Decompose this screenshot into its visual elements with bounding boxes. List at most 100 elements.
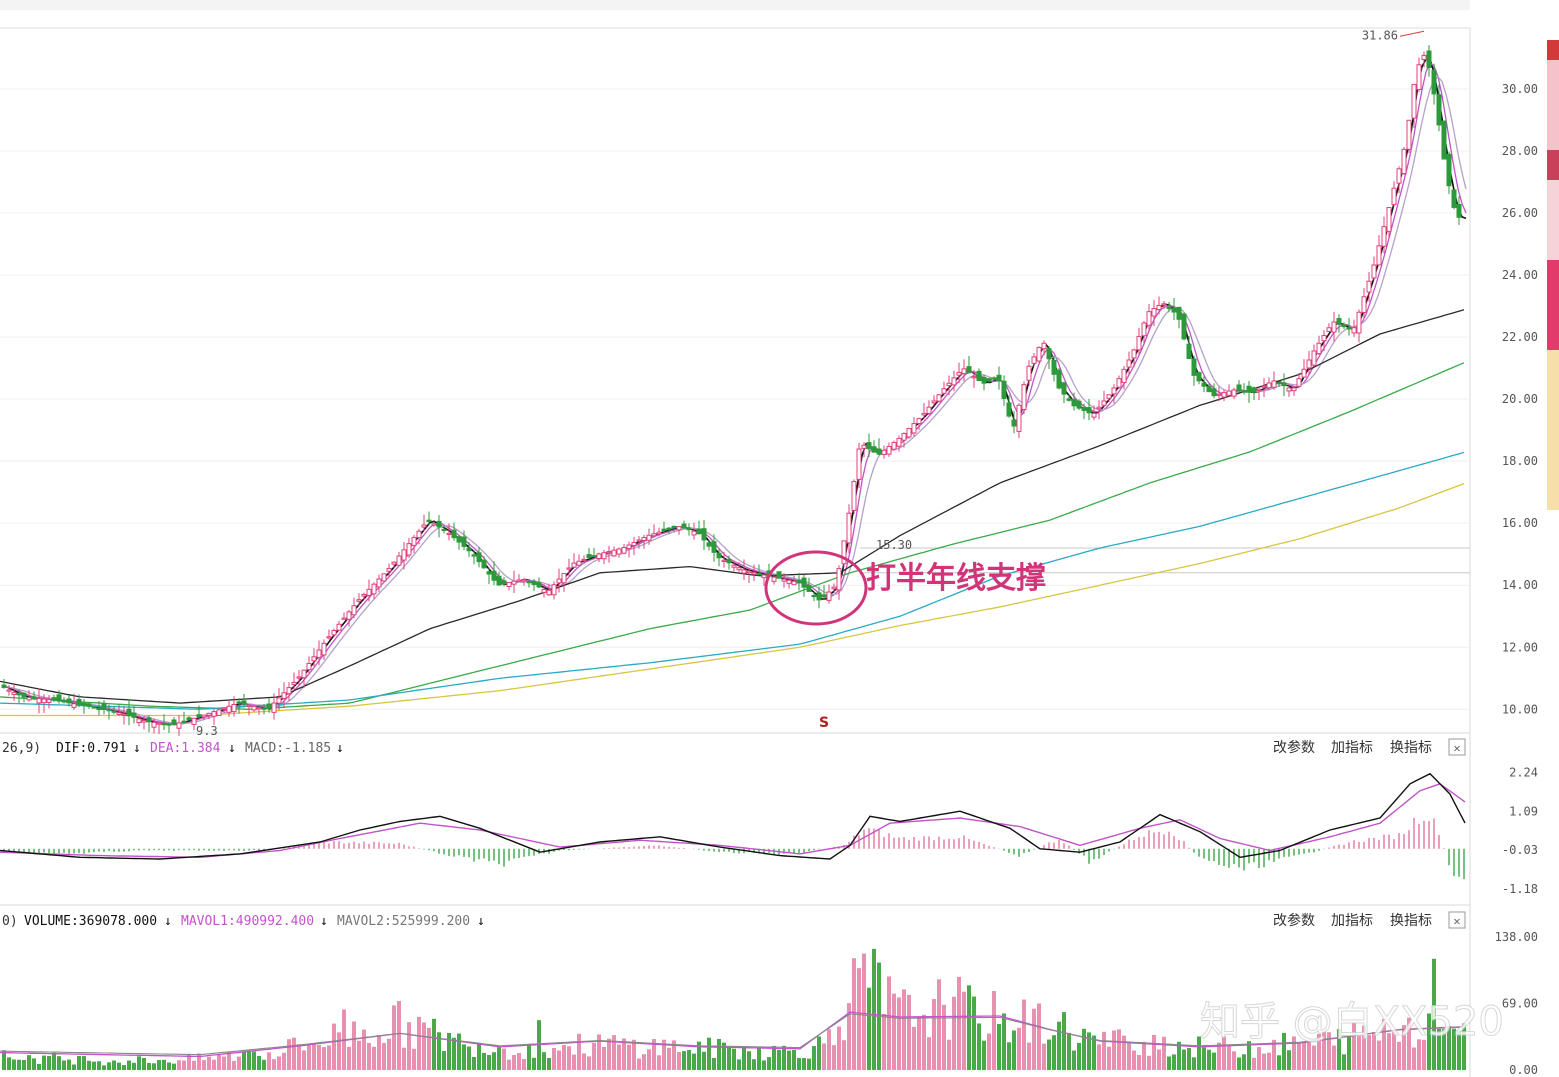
volume-bar bbox=[1052, 1035, 1056, 1070]
volume-bar bbox=[117, 1062, 121, 1070]
volume-bar bbox=[1057, 1021, 1061, 1070]
volume-bar bbox=[1037, 1003, 1041, 1070]
candle-down bbox=[526, 581, 532, 584]
volume-bar bbox=[1432, 958, 1436, 1070]
volume-bar bbox=[217, 1054, 221, 1070]
candle-down bbox=[1436, 94, 1442, 126]
candle-up bbox=[836, 568, 842, 591]
volume-bar bbox=[612, 1035, 616, 1070]
volume-bar bbox=[182, 1060, 186, 1070]
volume-bar bbox=[227, 1051, 231, 1070]
candle-down bbox=[56, 694, 62, 702]
volume-bar bbox=[172, 1063, 176, 1070]
candle-up bbox=[881, 449, 887, 456]
volume-bar bbox=[512, 1054, 516, 1070]
candle-up bbox=[506, 581, 512, 588]
volume-bar bbox=[932, 999, 936, 1070]
volume-bar bbox=[1162, 1036, 1166, 1070]
volume-bar bbox=[362, 1029, 366, 1070]
candle-down bbox=[456, 536, 462, 543]
volume-bar bbox=[752, 1059, 756, 1070]
volume-bar bbox=[12, 1059, 16, 1070]
candle-down bbox=[1, 684, 7, 688]
volume-bar bbox=[1142, 1041, 1146, 1070]
volume-add-indicator-button[interactable]: 加指标 bbox=[1331, 913, 1373, 929]
candle-down bbox=[111, 710, 117, 713]
volume-close-button[interactable] bbox=[1448, 911, 1466, 929]
annotation-text: 打半年线支撑 bbox=[866, 561, 1046, 596]
volume-bar bbox=[207, 1056, 211, 1070]
candle-down bbox=[1061, 382, 1067, 395]
macd-plot bbox=[0, 772, 1466, 880]
candle-up bbox=[256, 706, 262, 710]
candle-up bbox=[356, 599, 362, 602]
macd-close-button[interactable] bbox=[1448, 738, 1466, 756]
candle-down bbox=[196, 714, 202, 718]
volume-change-params-button[interactable]: 改参数 bbox=[1273, 912, 1315, 929]
candle-down bbox=[471, 554, 477, 557]
volume-bar bbox=[927, 1037, 931, 1070]
candle-up bbox=[366, 588, 372, 596]
candle-up bbox=[581, 558, 587, 562]
volume-bar bbox=[657, 1055, 661, 1070]
candle-down bbox=[491, 570, 497, 581]
volume-bar bbox=[292, 1037, 296, 1070]
volume-bar bbox=[747, 1051, 751, 1070]
high-price-label: 31.86 bbox=[1362, 28, 1398, 42]
macd-switch-indicator-button[interactable]: 换指标 bbox=[1390, 739, 1432, 756]
candle-up bbox=[1256, 388, 1262, 391]
volume-bar bbox=[1452, 1028, 1456, 1070]
candle-down bbox=[131, 712, 137, 718]
volume-bar bbox=[257, 1055, 261, 1070]
candle-up bbox=[1386, 207, 1392, 232]
candle-down bbox=[1426, 50, 1432, 69]
candle-down bbox=[706, 542, 712, 547]
candle-up bbox=[1156, 304, 1162, 311]
volume-bar bbox=[157, 1060, 161, 1070]
volume-bar bbox=[857, 968, 861, 1070]
candle-down bbox=[986, 378, 992, 382]
candle-down bbox=[776, 571, 782, 579]
volume-switch-indicator-button[interactable]: 换指标 bbox=[1390, 912, 1432, 929]
volume-bar bbox=[372, 1046, 376, 1070]
candle-down bbox=[466, 547, 472, 552]
volume-bar bbox=[547, 1057, 551, 1070]
candle-down bbox=[441, 528, 447, 532]
candle-up bbox=[1326, 327, 1332, 332]
macd-tick-label: -1.18 bbox=[1502, 882, 1538, 896]
candle-down bbox=[1246, 385, 1252, 393]
candle-up bbox=[1036, 347, 1042, 362]
candle-up bbox=[896, 437, 902, 447]
candle-up bbox=[1031, 356, 1037, 364]
volume-bar bbox=[482, 1052, 486, 1070]
candle-up bbox=[691, 530, 697, 536]
candle-down bbox=[1236, 384, 1242, 392]
volume-tick-label: 138.00 bbox=[1495, 930, 1538, 944]
candle-down bbox=[1006, 402, 1012, 417]
volume-plot bbox=[0, 948, 1466, 1070]
candle-up bbox=[36, 698, 42, 704]
candle-up bbox=[946, 382, 952, 387]
volume-bar bbox=[472, 1056, 476, 1070]
dea-arrow-icon: ↓ bbox=[228, 741, 236, 756]
candle-down bbox=[146, 717, 152, 723]
volume-bar bbox=[592, 1042, 596, 1070]
candle-up bbox=[541, 588, 547, 593]
candle-up bbox=[1016, 404, 1022, 432]
candle-down bbox=[681, 523, 687, 529]
volume-bar bbox=[1457, 1030, 1461, 1070]
candle-down bbox=[1441, 120, 1447, 160]
candle-up bbox=[1366, 280, 1372, 293]
macd-change-params-button[interactable]: 改参数 bbox=[1273, 739, 1315, 756]
candle-up bbox=[116, 712, 122, 715]
candle-up bbox=[771, 576, 777, 582]
candle-up bbox=[1361, 296, 1367, 314]
candle-down bbox=[711, 541, 717, 553]
volume-bar bbox=[942, 1004, 946, 1070]
volume-bar bbox=[1297, 1042, 1301, 1070]
candle-up bbox=[6, 689, 12, 692]
macd-add-indicator-button[interactable]: 加指标 bbox=[1331, 740, 1373, 756]
macd-dif-value: DIF:0.791 bbox=[56, 741, 126, 756]
mavol2-value: MAVOL2:525999.200 bbox=[337, 914, 470, 929]
volume-bar bbox=[1017, 1027, 1021, 1070]
